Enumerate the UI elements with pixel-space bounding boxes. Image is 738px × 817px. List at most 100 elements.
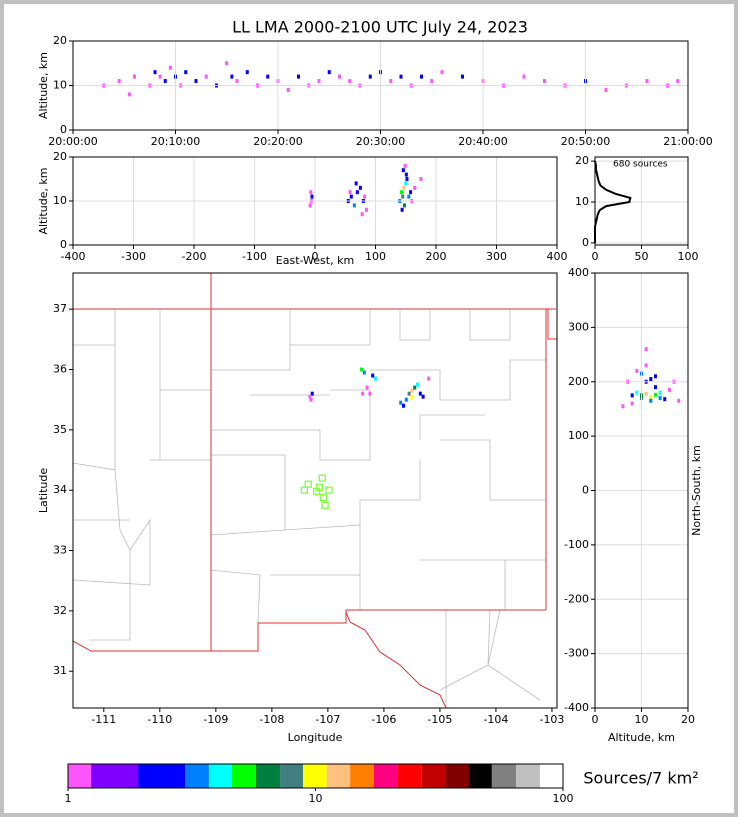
source-point — [604, 87, 608, 92]
y-tick-label: 32 — [53, 604, 67, 617]
source-point — [286, 87, 290, 92]
source-point — [413, 185, 417, 190]
colorbar-segment — [185, 764, 209, 788]
source-point — [230, 74, 234, 79]
source-point — [649, 398, 653, 403]
source-point — [403, 163, 407, 168]
source-point — [653, 385, 657, 390]
source-point — [635, 390, 639, 395]
x-tick-label: -300 — [121, 250, 146, 263]
source-point — [368, 74, 372, 79]
x-tick-label: 400 — [547, 250, 568, 263]
colorbar-segment — [68, 764, 92, 788]
source-point — [184, 70, 188, 75]
source-point — [405, 177, 409, 181]
x-tick-label: 0 — [312, 250, 319, 263]
source-point — [658, 396, 662, 401]
x-tick-label: -103 — [539, 713, 564, 726]
colorbar-segment — [421, 764, 446, 788]
x-tick-label: 300 — [486, 250, 507, 263]
plot-frame — [594, 156, 689, 246]
colorbar-segment — [491, 764, 517, 788]
y-tick-label: -400 — [564, 701, 589, 714]
y-tick-label: 200 — [568, 375, 589, 388]
x-tick-label: -104 — [483, 713, 508, 726]
source-point — [348, 79, 352, 84]
y-tick-label: 34 — [53, 483, 67, 496]
source-point — [645, 79, 649, 84]
x-tick-label: 0 — [592, 250, 599, 263]
station-marker — [304, 480, 312, 488]
source-point — [368, 391, 372, 396]
x-tick-label: -100 — [242, 250, 267, 263]
source-point — [400, 190, 404, 195]
source-point — [461, 74, 464, 79]
y-tick-label: 37 — [53, 302, 67, 315]
x-tick-label: 100 — [365, 250, 386, 263]
source-point — [416, 382, 420, 387]
source-point — [402, 185, 406, 190]
colorbar-segment — [516, 764, 540, 788]
y-tick-label: 20 — [53, 150, 67, 163]
source-point — [407, 391, 411, 396]
station-marker — [321, 501, 329, 509]
source-point — [621, 404, 625, 409]
source-point — [404, 172, 408, 177]
source-point — [635, 368, 639, 373]
source-point — [649, 394, 653, 399]
source-point — [327, 70, 331, 75]
x-tick-label: 20:50:00 — [561, 135, 610, 148]
source-point — [421, 394, 425, 399]
colorbar-segment — [208, 764, 233, 788]
source-point — [644, 347, 648, 352]
source-point — [153, 70, 157, 75]
y-tick-label: 400 — [568, 266, 589, 279]
y-tick-label: 20 — [53, 34, 67, 47]
station-marker — [318, 474, 326, 482]
x-tick-label: 21:00:00 — [663, 135, 712, 148]
x-tick-label: -109 — [203, 713, 228, 726]
source-point — [158, 74, 162, 79]
x-axis-label: Longitude — [288, 731, 343, 744]
source-point — [310, 391, 314, 396]
x-tick-label: 20:20:00 — [253, 135, 302, 148]
source-point — [653, 392, 657, 397]
y-tick-label: -200 — [564, 592, 589, 605]
source-point — [649, 377, 653, 382]
colorbar-tick-label: 1 — [65, 792, 72, 805]
source-point — [420, 74, 423, 79]
colorbar-segment — [373, 764, 398, 788]
x-tick-label: 50 — [635, 250, 649, 263]
source-point — [359, 367, 363, 372]
colorbar-tick-label: 10 — [309, 792, 323, 805]
y-axis-label: Altitude, km — [37, 167, 50, 234]
source-point — [630, 393, 634, 398]
source-point — [308, 203, 312, 208]
y-tick-label: 35 — [53, 423, 67, 436]
y-tick-label: 10 — [53, 194, 67, 207]
x-axis-label: Altitude, km — [608, 731, 675, 744]
y-tick-label: 33 — [53, 544, 67, 557]
source-point — [309, 397, 313, 402]
source-point — [349, 194, 353, 199]
colorbar-segment — [232, 764, 257, 788]
source-point — [440, 70, 444, 75]
source-point — [402, 403, 406, 408]
station-marker — [300, 486, 309, 494]
colorbar-segment — [468, 764, 492, 788]
source-point — [410, 394, 414, 399]
source-point — [163, 79, 167, 84]
x-tick-label: 20:40:00 — [458, 135, 507, 148]
x-tick-label: 100 — [678, 250, 699, 263]
source-point — [348, 190, 352, 195]
colorbar-segment — [302, 764, 327, 788]
source-point — [360, 212, 364, 217]
source-point — [364, 207, 368, 212]
plot-frame — [72, 272, 558, 709]
source-point — [389, 79, 393, 84]
source-point — [410, 388, 414, 393]
x-tick-label: 20 — [681, 713, 695, 726]
source-point — [401, 194, 405, 199]
source-point — [310, 194, 314, 199]
